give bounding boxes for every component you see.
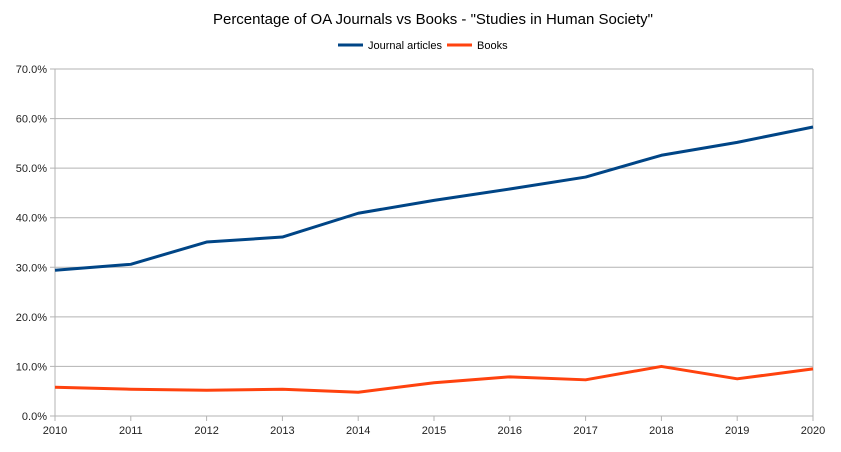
y-tick-label: 70.0%	[16, 64, 47, 76]
legend-label: Journal articles	[368, 40, 442, 52]
legend-label: Books	[477, 40, 508, 52]
x-tick-label: 2010	[43, 425, 67, 437]
series-lines	[54, 125, 814, 394]
x-tick-label: 2019	[725, 425, 749, 437]
x-tick-label: 2013	[270, 425, 294, 437]
y-tick-label: 20.0%	[16, 312, 47, 324]
x-tick-label: 2018	[649, 425, 673, 437]
x-tick-label: 2017	[573, 425, 597, 437]
y-tick-label: 0.0%	[22, 411, 47, 423]
series-line-1	[54, 364, 814, 394]
y-tick-label: 40.0%	[16, 213, 47, 225]
x-tick-label: 2012	[194, 425, 218, 437]
grid	[50, 68, 814, 421]
x-tick-label: 2020	[801, 425, 825, 437]
y-tick-label: 30.0%	[16, 262, 47, 274]
y-tick-label: 60.0%	[16, 114, 47, 126]
x-tick-label: 2014	[346, 425, 370, 437]
series-line-0	[54, 125, 814, 272]
x-tick-label: 2016	[498, 425, 522, 437]
y-axis: 0.0% 10.0% 20.0% 30.0% 40.0% 50.0% 60.0% 70.0%	[16, 64, 47, 423]
y-tick-label: 10.0%	[16, 361, 47, 373]
x-axis: 2010 2011 2012 2013 2014 2015 2016 2017 2018 2019…	[43, 416, 825, 437]
chart-title: Percentage of OA Journals vs Books - "St…	[213, 11, 653, 28]
x-tick-label: 2011	[119, 425, 143, 437]
y-tick-label: 50.0%	[16, 163, 47, 175]
legend: Journal articles Books	[338, 40, 508, 52]
x-tick-label: 2015	[422, 425, 446, 437]
